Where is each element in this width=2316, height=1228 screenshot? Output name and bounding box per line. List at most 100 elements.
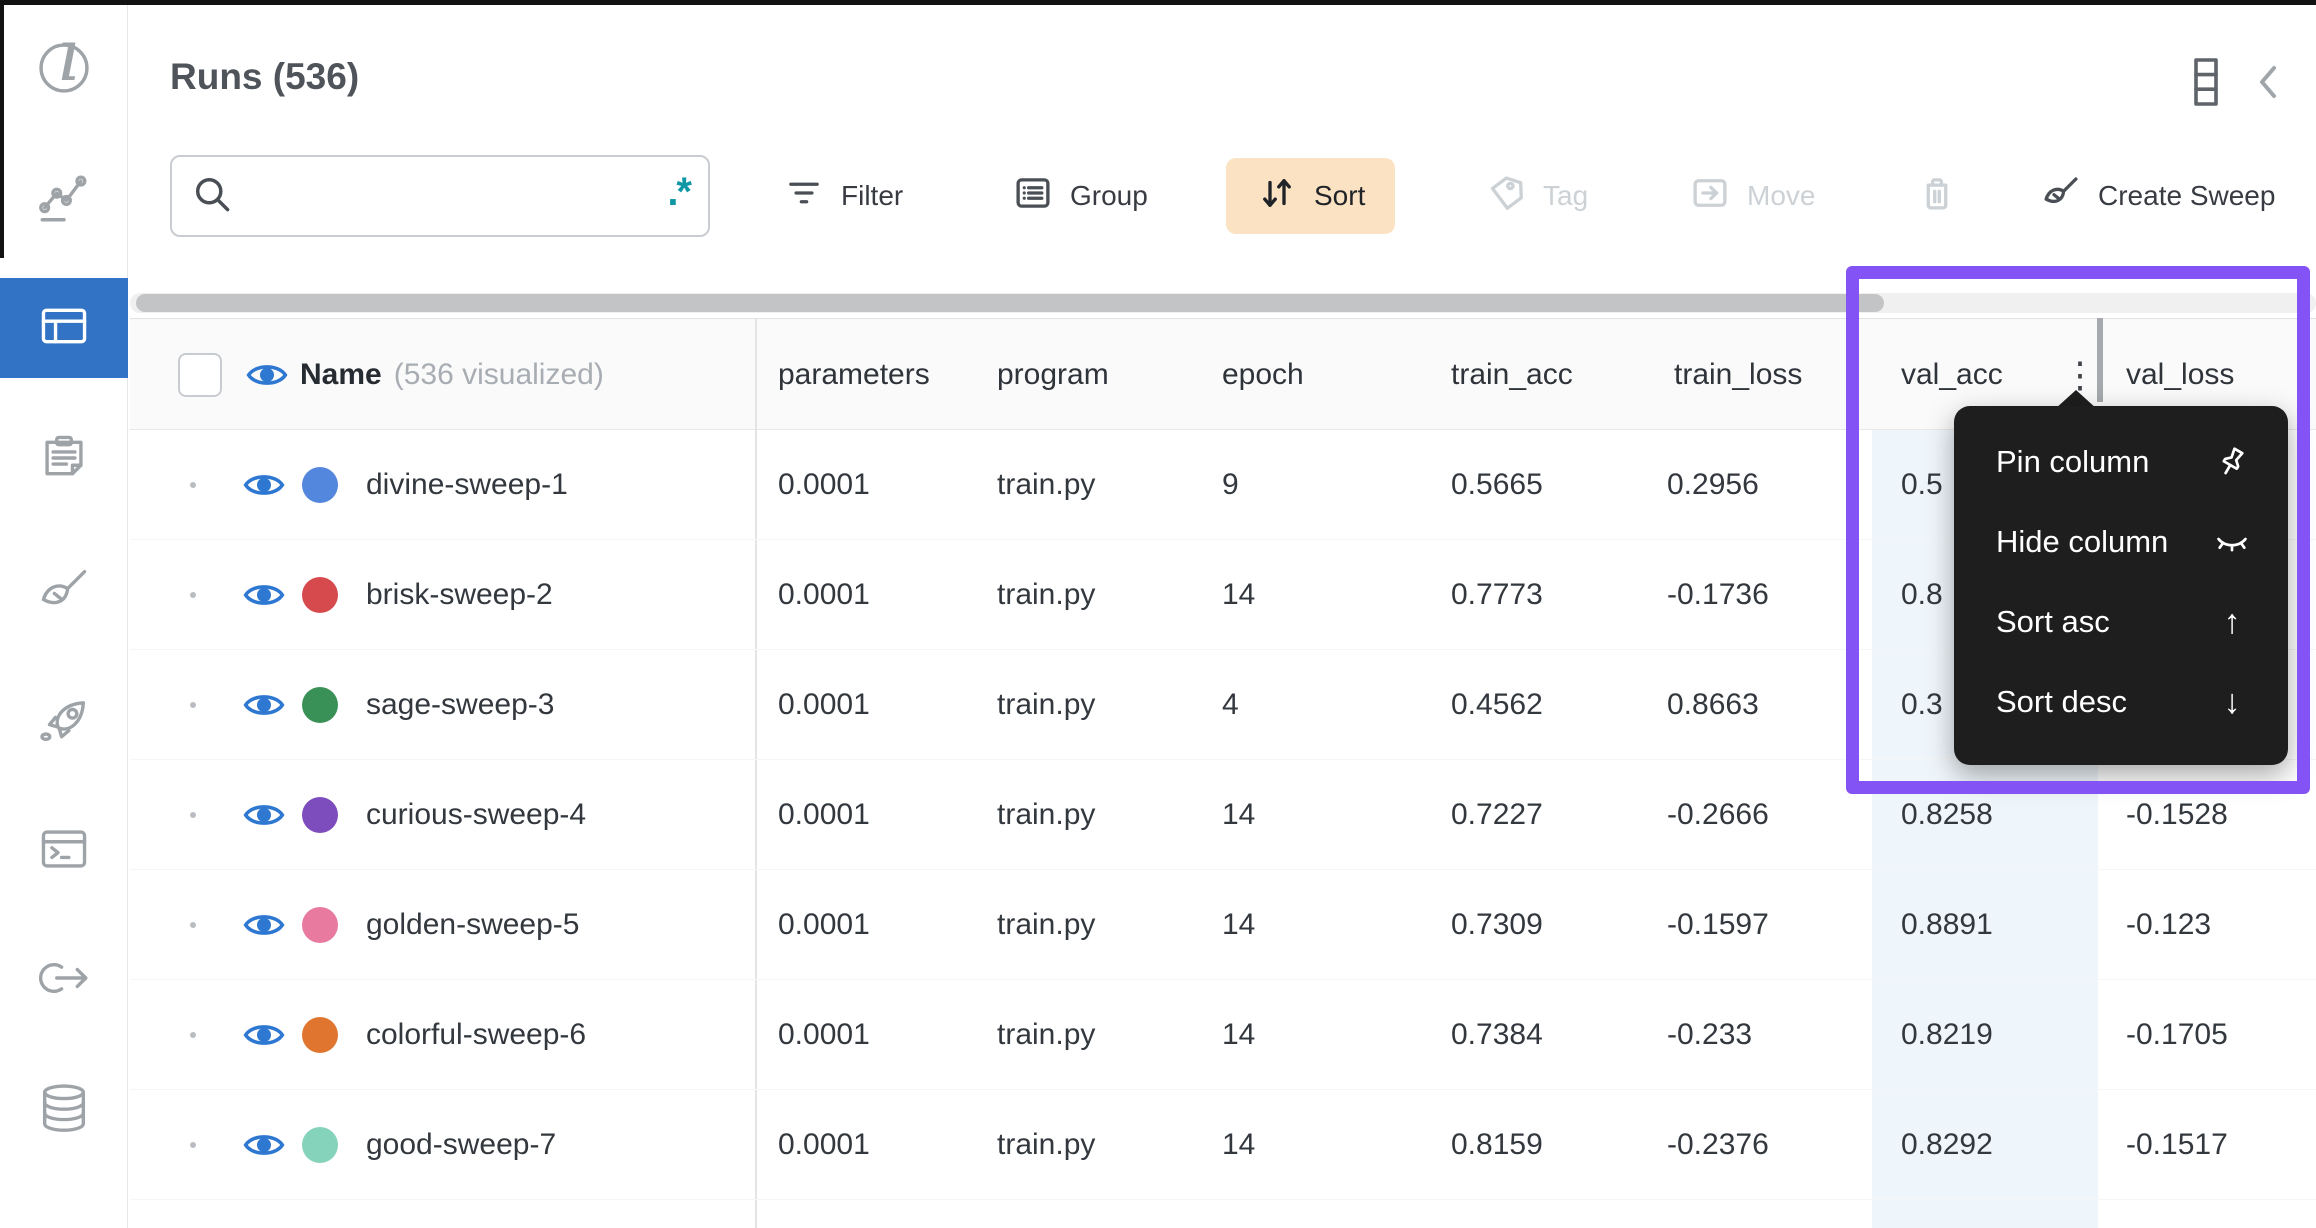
menu-item-pin-column[interactable]: Pin column	[1954, 422, 2288, 502]
run-name[interactable]: colorful-sweep-6	[366, 1018, 587, 1051]
visibility-eye-icon[interactable]	[243, 760, 285, 870]
run-name[interactable]: sage-sweep-3	[366, 688, 555, 721]
sidebar-item-terminal[interactable]	[0, 801, 128, 901]
menu-item-label: Hide column	[1996, 524, 2169, 559]
menu-item-hide-column[interactable]: Hide column	[1954, 502, 2288, 582]
group-label: Group	[1070, 180, 1148, 211]
cell-train-loss: -0.233	[1667, 1018, 1753, 1051]
table-icon	[35, 297, 93, 360]
sidebar-item-overview[interactable]: i	[0, 14, 128, 120]
create-sweep-button[interactable]: Create Sweep	[2040, 158, 2275, 234]
run-name[interactable]: divine-sweep-1	[366, 468, 568, 501]
cell-program: train.py	[997, 1018, 1096, 1051]
cell-epoch: 14	[1222, 1018, 1256, 1051]
run-name[interactable]: good-sweep-7	[366, 1128, 557, 1161]
sidebar-item-sweeps[interactable]	[0, 543, 128, 643]
menu-item-sort-desc[interactable]: Sort desc ↓	[1954, 662, 2288, 742]
sidebar-item-launch[interactable]	[0, 673, 128, 773]
screenshot-left-edge	[0, 0, 4, 258]
run-name[interactable]: curious-sweep-4	[366, 798, 587, 831]
sort-label: Sort	[1314, 180, 1366, 211]
cell-train-loss: -0.2376	[1667, 1128, 1769, 1161]
horizontal-scrollbar-track[interactable]	[130, 293, 2316, 313]
sidebar-item-workspace[interactable]	[0, 150, 128, 250]
visibility-eye-icon[interactable]	[243, 650, 285, 760]
val-acc-column-resize-handle[interactable]	[2097, 318, 2103, 402]
column-header-train-acc[interactable]: train_acc	[1451, 358, 1573, 391]
table-row[interactable]: curious-sweep-4 0.0001 train.py 14 0.722…	[130, 760, 2316, 870]
val-acc-column-menu-icon[interactable]: ⋮	[2062, 354, 2098, 395]
move-button[interactable]: Move	[1689, 158, 1815, 234]
name-column-divider[interactable]	[755, 318, 757, 1228]
run-name[interactable]: golden-sweep-5	[366, 908, 580, 941]
tag-label: Tag	[1543, 180, 1589, 211]
group-button[interactable]: Group	[1012, 158, 1148, 234]
column-header-epoch[interactable]: epoch	[1222, 358, 1304, 391]
cell-val-acc: 0.5	[1901, 468, 1943, 501]
header-actions	[2186, 56, 2286, 113]
create-sweep-label: Create Sweep	[2098, 180, 2276, 211]
toggle-all-visibility-eye-icon[interactable]	[246, 319, 288, 431]
cell-train-acc: 0.7773	[1451, 578, 1543, 611]
row-bullet	[190, 430, 196, 540]
sidebar-item-runs-table[interactable]	[0, 278, 128, 378]
table-row[interactable]: divine-sweep-1 0.0001 train.py 9 0.5665 …	[130, 430, 2316, 540]
cell-epoch: 14	[1222, 1128, 1256, 1161]
broom-icon	[35, 562, 93, 625]
menu-item-sort-asc[interactable]: Sort asc ↑	[1954, 582, 2288, 662]
delete-button[interactable]	[1916, 158, 1958, 234]
visibility-eye-icon[interactable]	[243, 1090, 285, 1200]
svg-text:i: i	[58, 39, 81, 97]
name-column-header[interactable]: Name (536 visualized)	[300, 319, 604, 431]
sort-button[interactable]: Sort	[1226, 158, 1396, 234]
sidebar-item-logs[interactable]	[0, 410, 128, 510]
table-row[interactable]: sage-sweep-3 0.0001 train.py 4 0.4562 0.…	[130, 650, 2316, 760]
column-header-val-acc[interactable]: val_acc	[1901, 358, 2003, 391]
filter-button[interactable]: Filter	[783, 158, 903, 234]
cell-parameters: 0.0001	[778, 468, 870, 501]
cell-parameters: 0.0001	[778, 1018, 870, 1051]
cell-train-loss: 0.8663	[1667, 688, 1759, 721]
line-chart-icon	[35, 169, 93, 232]
run-color-dot	[302, 760, 338, 870]
sidebar-item-automations[interactable]	[0, 930, 128, 1030]
create-sweep-broom-icon	[2040, 172, 2082, 221]
filter-label: Filter	[841, 180, 904, 211]
cell-val-loss: -0.1528	[2126, 798, 2228, 831]
run-name[interactable]: brisk-sweep-2	[366, 578, 553, 611]
tag-button[interactable]: Tag	[1485, 158, 1588, 234]
regex-toggle-icon[interactable]: .*	[667, 170, 692, 214]
row-bullet	[190, 1090, 196, 1200]
visibility-eye-icon[interactable]	[243, 980, 285, 1090]
table-row[interactable]: colorful-sweep-6 0.0001 train.py 14 0.73…	[130, 980, 2316, 1090]
run-color-dot	[302, 540, 338, 650]
visibility-eye-icon[interactable]	[243, 540, 285, 650]
search-box[interactable]: .*	[170, 155, 710, 237]
horizontal-scrollbar-thumb[interactable]	[136, 294, 1884, 312]
link-arrow-icon	[35, 949, 93, 1012]
table-row[interactable]: brisk-sweep-2 0.0001 train.py 14 0.7773 …	[130, 540, 2316, 650]
cell-train-loss: -0.2666	[1667, 798, 1769, 831]
column-header-train-loss[interactable]: train_loss	[1674, 358, 1803, 391]
terminal-icon	[35, 820, 93, 883]
search-input[interactable]	[234, 180, 668, 212]
cell-val-loss: -0.1517	[2126, 1128, 2228, 1161]
visibility-eye-icon[interactable]	[243, 870, 285, 980]
cell-val-loss: -0.123	[2126, 908, 2212, 941]
column-header-program[interactable]: program	[997, 358, 1109, 391]
column-header-parameters[interactable]: parameters	[778, 358, 930, 391]
sidebar-item-artifacts[interactable]	[0, 1060, 128, 1160]
column-view-icon[interactable]	[2186, 56, 2226, 113]
cell-program: train.py	[997, 578, 1096, 611]
cell-parameters: 0.0001	[778, 688, 870, 721]
select-all-checkbox[interactable]	[178, 353, 222, 397]
screenshot-top-edge	[0, 0, 2316, 5]
table-row[interactable]: golden-sweep-5 0.0001 train.py 14 0.7309…	[130, 870, 2316, 980]
cell-epoch: 9	[1222, 468, 1239, 501]
table-row[interactable]: good-sweep-7 0.0001 train.py 14 0.8159 -…	[130, 1090, 2316, 1200]
run-color-dot	[302, 430, 338, 540]
collapse-chevron-icon[interactable]	[2252, 60, 2286, 109]
visibility-eye-icon[interactable]	[243, 430, 285, 540]
column-header-val-loss[interactable]: val_loss	[2126, 358, 2235, 391]
